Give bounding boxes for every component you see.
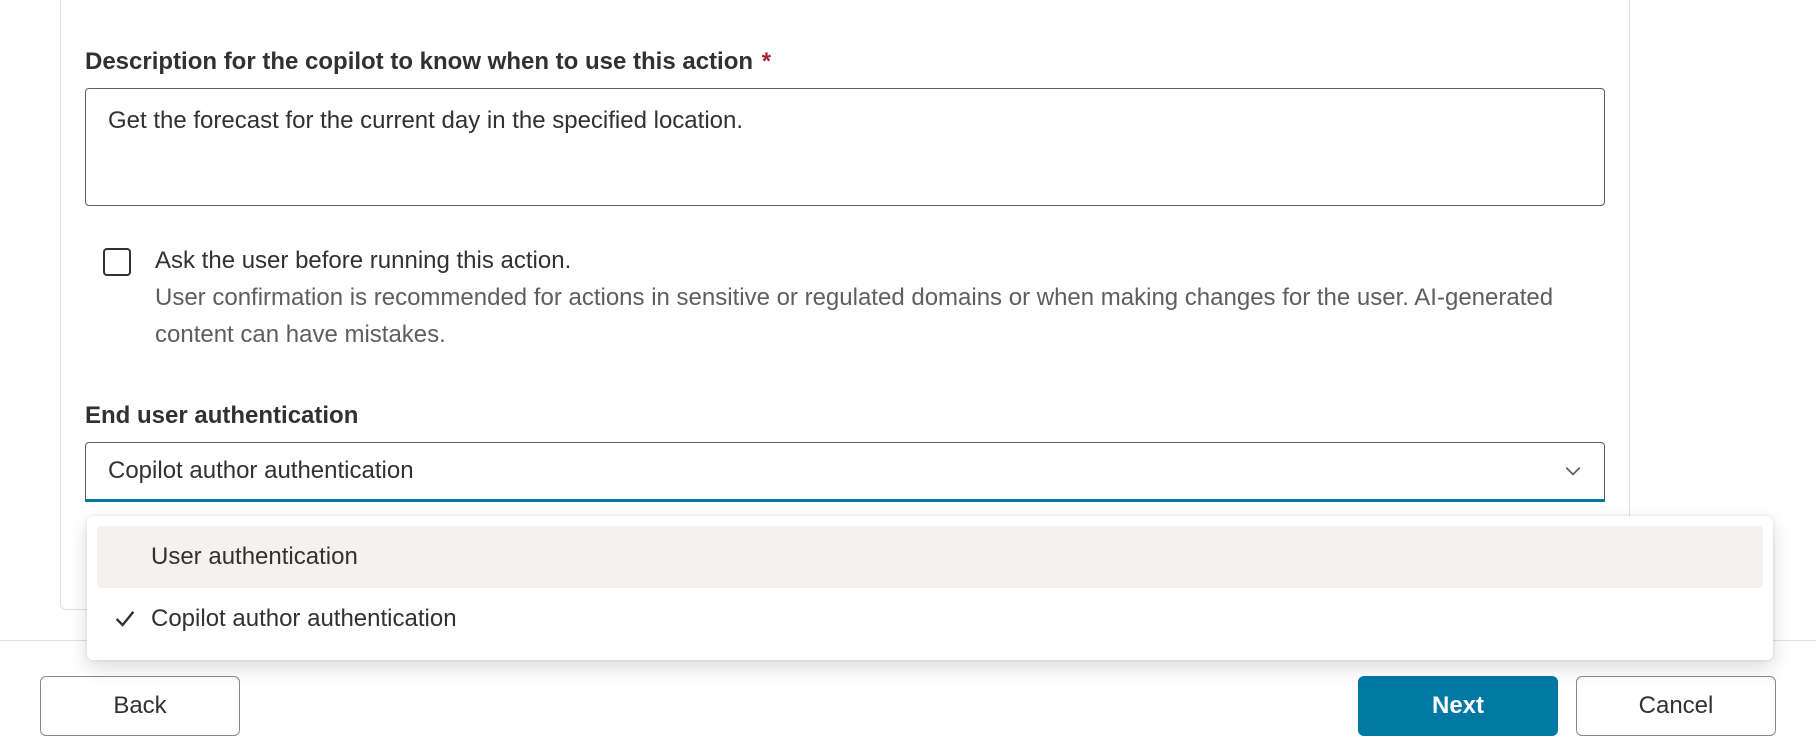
auth-dropdown[interactable]: Copilot author authentication [85,442,1605,502]
check-icon [113,607,137,631]
chevron-down-icon [1564,462,1582,480]
auth-option-copilot-author[interactable]: Copilot author authentication [97,588,1763,650]
cancel-button[interactable]: Cancel [1576,676,1776,736]
back-button[interactable]: Back [40,676,240,736]
confirm-action-row: Ask the user before running this action.… [103,242,1605,354]
right-buttons: Next Cancel [1358,676,1776,736]
confirm-checkbox[interactable] [103,248,131,276]
confirm-line1: Ask the user before running this action. [155,242,1605,279]
confirm-line2: User confirmation is recommended for act… [155,284,1553,348]
required-indicator: * [762,48,771,75]
next-button[interactable]: Next [1358,676,1558,736]
auth-option-user[interactable]: User authentication [97,526,1763,588]
description-label-text: Description for the copilot to know when… [85,48,753,75]
auth-dropdown-value: Copilot author authentication [108,457,414,485]
auth-dropdown-list: User authentication Copilot author authe… [87,516,1773,660]
confirm-checkbox-text: Ask the user before running this action.… [155,242,1605,354]
footer-button-row: Back Next Cancel [40,676,1776,736]
auth-label: End user authentication [85,402,1605,430]
description-label: Description for the copilot to know when… [85,48,1605,76]
auth-option-copilot-author-label: Copilot author authentication [151,605,457,633]
description-textarea[interactable] [85,88,1605,206]
auth-option-user-label: User authentication [151,543,358,571]
